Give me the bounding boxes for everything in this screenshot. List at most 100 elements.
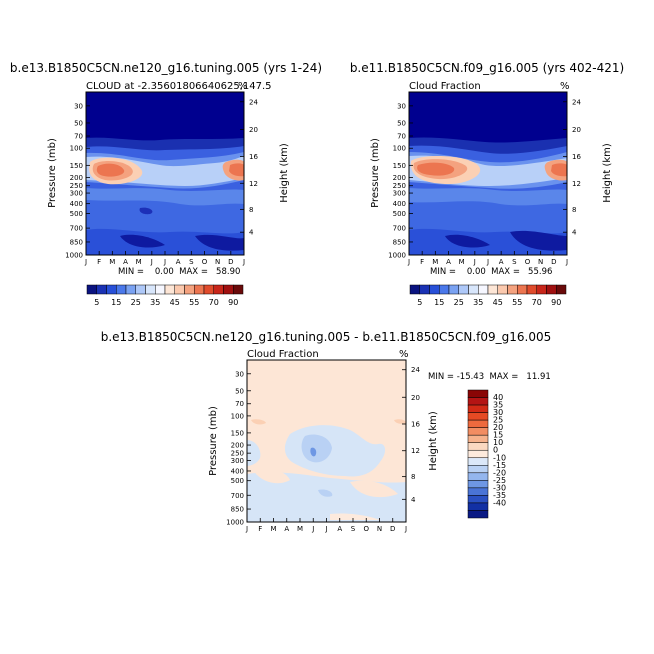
pressure-tick-label: 700 xyxy=(393,225,406,233)
colorbar-swatch xyxy=(556,284,567,295)
month-tick-label: A xyxy=(123,258,128,266)
panel-1-field xyxy=(86,92,244,255)
pressure-tick-label: 150 xyxy=(70,162,83,170)
colorbar-label: 55 xyxy=(512,298,522,307)
pressure-tick-label: 50 xyxy=(397,119,406,127)
height-tick-label: 16 xyxy=(249,153,258,161)
month-tick-label: A xyxy=(284,525,289,533)
height-tick-label: 20 xyxy=(249,126,258,134)
panel-1-pressure-label: Pressure (mb) xyxy=(47,138,58,208)
colorbar-label: 5 xyxy=(417,298,422,307)
pressure-tick-label: 400 xyxy=(393,200,406,208)
month-tick-label: A xyxy=(446,258,451,266)
pressure-tick-label: 1000 xyxy=(65,252,83,260)
pressure-tick-label: 1000 xyxy=(388,252,406,260)
diff-colorbar-swatch xyxy=(467,404,489,413)
month-tick-label: N xyxy=(377,525,382,533)
panel-3-height-label: Height (km) xyxy=(428,411,439,471)
pressure-tick-label: 150 xyxy=(231,429,244,437)
colorbar-swatch xyxy=(135,284,146,295)
height-tick-label: 8 xyxy=(411,473,415,481)
month-tick-label: J xyxy=(473,258,476,266)
colorbar-label: 15 xyxy=(111,298,121,307)
colorbar-swatch xyxy=(468,284,479,295)
colorbar-swatch xyxy=(517,284,528,295)
pressure-tick-label: 30 xyxy=(397,102,406,110)
month-tick-label: M xyxy=(297,525,303,533)
pressure-tick-label: 850 xyxy=(70,238,83,246)
panel-1-subtitle: CLOUD at -2.35601806640625,147.5 xyxy=(86,81,272,92)
month-tick-label: J xyxy=(486,258,489,266)
month-tick-label: J xyxy=(565,258,568,266)
diff-colorbar-label: 40 xyxy=(493,393,503,402)
colorbar-swatch xyxy=(409,284,420,295)
colorbar-label: 35 xyxy=(473,298,483,307)
colorbar-swatch xyxy=(194,284,205,295)
month-tick-label: A xyxy=(176,258,181,266)
panel-3-units: % xyxy=(399,349,409,360)
pressure-tick-label: 150 xyxy=(393,162,406,170)
diff-colorbar-swatch xyxy=(467,427,489,436)
height-tick-label: 4 xyxy=(249,229,254,237)
pressure-tick-label: 850 xyxy=(231,506,244,514)
diff-colorbar-swatch xyxy=(467,397,489,406)
pressure-tick-label: 50 xyxy=(74,119,83,127)
pressure-tick-label: 1000 xyxy=(226,519,244,527)
height-tick-label: 12 xyxy=(572,180,581,188)
pressure-tick-label: 70 xyxy=(397,133,406,141)
pressure-tick-label: 700 xyxy=(231,492,244,500)
colorbar-swatch xyxy=(526,284,537,295)
pressure-tick-label: 50 xyxy=(235,387,244,395)
panel-3-pressure-label: Pressure (mb) xyxy=(208,406,219,476)
panel-3-subtitle: Cloud Fraction xyxy=(247,349,319,360)
diff-colorbar-swatch xyxy=(467,389,489,398)
colorbar-swatch xyxy=(546,284,557,295)
panel-3-title: b.e13.B1850C5CN.ne120_g16.tuning.005 - b… xyxy=(101,330,552,344)
colorbar-label: 25 xyxy=(454,298,464,307)
colorbar-label: 55 xyxy=(189,298,199,307)
diff-colorbar-swatch xyxy=(467,465,489,474)
diff-colorbar-label: -35 xyxy=(493,491,506,500)
month-tick-label: J xyxy=(84,258,87,266)
pressure-tick-label: 300 xyxy=(231,457,244,465)
height-tick-label: 24 xyxy=(249,98,258,106)
colorbar-swatch xyxy=(478,284,489,295)
month-tick-label: F xyxy=(258,525,262,533)
panel-3: b.e13.B1850C5CN.ne120_g16.tuning.005 - b… xyxy=(101,330,552,533)
panel-3-min-max: MIN = -15.43 MAX = 11.91 xyxy=(428,372,551,382)
diff-colorbar-label: -25 xyxy=(493,476,506,485)
pressure-tick-label: 30 xyxy=(74,102,83,110)
colorbar-swatch xyxy=(536,284,547,295)
pressure-tick-label: 250 xyxy=(393,182,406,190)
diff-colorbar-label: -10 xyxy=(493,453,506,462)
month-tick-label: M xyxy=(136,258,142,266)
month-tick-label: S xyxy=(189,258,194,266)
pressure-tick-label: 70 xyxy=(74,133,83,141)
colorbar-swatch xyxy=(439,284,450,295)
height-tick-label: 16 xyxy=(411,420,420,428)
month-tick-label: M xyxy=(432,258,438,266)
month-tick-label: D xyxy=(551,258,556,266)
colorbar-swatch xyxy=(106,284,117,295)
panel-1: b.e13.B1850C5CN.ne120_g16.tuning.005 (yr… xyxy=(10,61,322,307)
diff-colorbar-label: 20 xyxy=(493,423,503,432)
pressure-tick-label: 250 xyxy=(70,182,83,190)
diff-colorbar-label: 25 xyxy=(493,416,503,425)
diff-colorbar-swatch xyxy=(467,487,489,496)
colorbar-swatch xyxy=(125,284,136,295)
colorbar-swatch xyxy=(86,284,97,295)
height-tick-label: 24 xyxy=(411,366,420,374)
height-tick-label: 12 xyxy=(249,180,258,188)
colorbar-label: 45 xyxy=(170,298,180,307)
month-tick-label: J xyxy=(163,258,166,266)
pressure-tick-label: 70 xyxy=(235,400,244,408)
month-tick-label: D xyxy=(228,258,233,266)
month-tick-label: N xyxy=(538,258,543,266)
diff-colorbar-label: 30 xyxy=(493,408,503,417)
month-tick-label: O xyxy=(202,258,208,266)
diff-colorbar-label: -20 xyxy=(493,468,506,477)
